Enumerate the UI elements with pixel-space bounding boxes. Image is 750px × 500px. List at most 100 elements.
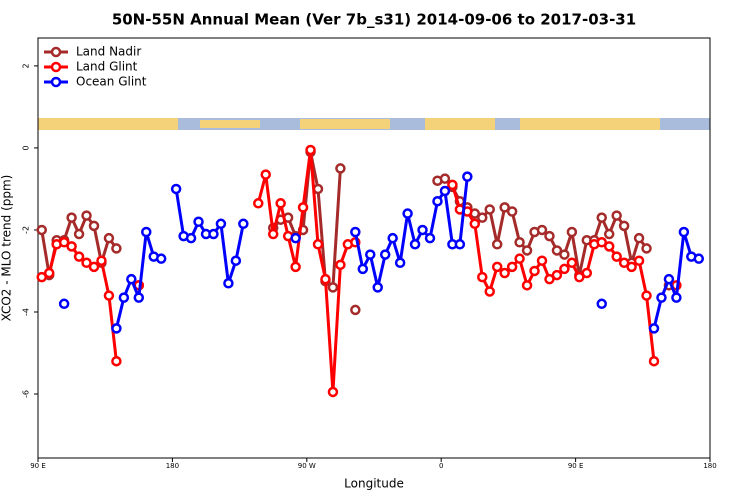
data-point bbox=[208, 228, 219, 240]
x-tick-label: 90 E bbox=[568, 462, 584, 470]
x-tick-label: 180 bbox=[166, 462, 179, 470]
data-point bbox=[275, 198, 286, 209]
data-point bbox=[36, 271, 47, 283]
data-point bbox=[529, 265, 540, 277]
data-point bbox=[611, 210, 622, 221]
data-point bbox=[193, 216, 204, 227]
data-point bbox=[596, 237, 607, 248]
data-point bbox=[551, 245, 563, 256]
data-point bbox=[633, 255, 645, 266]
data-point bbox=[641, 290, 652, 301]
y-axis-label: XCO2 - MLO trend (ppm) bbox=[0, 175, 14, 322]
data-point bbox=[439, 173, 451, 184]
data-point bbox=[335, 259, 346, 271]
data-point bbox=[514, 237, 525, 248]
data-point bbox=[596, 298, 607, 310]
data-point bbox=[462, 171, 473, 182]
data-point bbox=[170, 183, 182, 195]
data-point bbox=[417, 224, 428, 236]
x-tick-label: 180 bbox=[703, 462, 716, 470]
data-point bbox=[327, 282, 339, 293]
data-point bbox=[96, 255, 107, 266]
data-point bbox=[133, 292, 145, 303]
data-point bbox=[43, 267, 55, 279]
data-point bbox=[656, 292, 667, 303]
x-tick-label: 90 E bbox=[30, 462, 46, 470]
data-point bbox=[439, 185, 451, 197]
data-point bbox=[126, 273, 137, 285]
data-point bbox=[424, 232, 436, 244]
data-point bbox=[73, 228, 85, 240]
data-point bbox=[118, 292, 130, 303]
data-point bbox=[387, 232, 398, 244]
data-point bbox=[290, 261, 301, 273]
data-point bbox=[641, 243, 652, 254]
data-point bbox=[536, 224, 548, 236]
data-point bbox=[141, 226, 152, 238]
data-point bbox=[477, 271, 488, 283]
chart-title: 50N-55N Annual Mean (Ver 7b_s31) 2014-09… bbox=[112, 11, 636, 29]
legend-marker bbox=[50, 61, 62, 73]
data-point bbox=[626, 261, 637, 273]
data-point bbox=[111, 243, 122, 254]
data-point bbox=[223, 278, 234, 289]
data-point bbox=[506, 206, 518, 217]
data-point bbox=[499, 267, 510, 279]
data-point bbox=[253, 198, 264, 209]
data-point bbox=[66, 241, 77, 252]
data-point bbox=[633, 232, 645, 244]
data-point bbox=[290, 232, 301, 244]
data-point bbox=[648, 355, 660, 367]
plot-frame bbox=[37, 37, 711, 459]
data-point bbox=[305, 144, 316, 156]
data-point bbox=[506, 261, 518, 273]
data-point bbox=[81, 210, 92, 221]
data-point bbox=[693, 253, 705, 264]
data-point bbox=[379, 249, 391, 260]
data-point bbox=[603, 228, 615, 240]
data-point bbox=[596, 212, 607, 223]
data-point bbox=[372, 282, 383, 293]
data-point bbox=[111, 355, 122, 367]
data-point bbox=[81, 257, 92, 269]
data-point bbox=[238, 218, 249, 230]
data-point bbox=[350, 226, 361, 238]
data-point bbox=[559, 263, 570, 275]
x-tick-label: 0 bbox=[439, 462, 443, 470]
data-point bbox=[491, 239, 503, 250]
data-point bbox=[544, 230, 555, 242]
data-point bbox=[477, 212, 488, 223]
data-point bbox=[603, 241, 615, 252]
y-tick-label: -6 bbox=[22, 390, 31, 398]
data-point bbox=[320, 273, 331, 285]
data-point bbox=[357, 263, 369, 275]
data-point bbox=[499, 202, 510, 213]
data-point bbox=[521, 280, 533, 291]
data-point bbox=[58, 298, 70, 310]
data-point bbox=[648, 323, 660, 334]
data-point bbox=[484, 204, 495, 215]
legend-marker bbox=[50, 46, 62, 58]
data-point bbox=[215, 218, 227, 230]
map-strip bbox=[38, 118, 710, 130]
data-point bbox=[409, 239, 421, 250]
data-point bbox=[469, 218, 481, 230]
data-point bbox=[312, 239, 324, 250]
data-point bbox=[618, 220, 630, 232]
data-point bbox=[58, 237, 70, 248]
data-point bbox=[103, 232, 115, 244]
legend-label: Land Glint bbox=[76, 60, 138, 74]
data-point bbox=[514, 253, 525, 264]
data-point bbox=[574, 271, 585, 283]
data-point bbox=[73, 251, 85, 262]
data-point bbox=[335, 163, 346, 174]
legend-marker bbox=[50, 76, 62, 88]
data-point bbox=[394, 257, 406, 269]
data-point bbox=[312, 183, 324, 195]
data-point bbox=[678, 226, 690, 238]
data-point bbox=[544, 273, 555, 285]
data-point bbox=[671, 292, 682, 303]
data-point bbox=[350, 304, 361, 316]
x-axis-label: Longitude bbox=[344, 477, 404, 491]
data-point bbox=[618, 257, 630, 269]
